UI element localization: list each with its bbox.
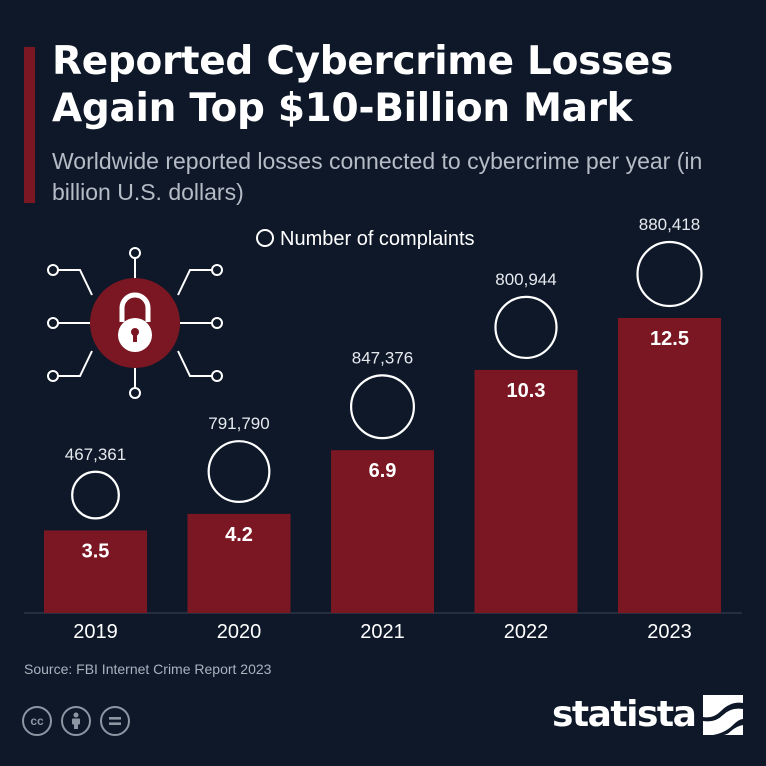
no-derivatives-icon [100, 706, 130, 736]
legend-circle-icon [256, 229, 274, 247]
complaints-label-2023: 880,418 [639, 215, 700, 234]
complaints-bubble-2023 [636, 240, 703, 308]
bar-value-label-2020: 4.2 [225, 524, 253, 546]
complaints-label-2022: 800,944 [495, 270, 556, 289]
bar-2022 [474, 369, 578, 613]
title-accent-bar [24, 47, 35, 203]
statista-wordmark: statista [552, 694, 697, 735]
x-tick-label-2021: 2021 [360, 621, 405, 643]
legend-label: Number of complaints [280, 228, 475, 250]
complaints-label-2021: 847,376 [352, 348, 413, 367]
x-tick-label-2022: 2022 [504, 621, 549, 643]
complaints-bubble-2022 [494, 295, 558, 360]
chart-subtitle: Worldwide reported losses connected to c… [52, 148, 703, 205]
license-icons: cc [22, 706, 130, 736]
x-tick-label-2023: 2023 [647, 621, 692, 643]
bar-2023 [618, 318, 721, 613]
padlock-network-icon [47, 247, 223, 399]
complaints-bubble-2020 [207, 440, 271, 503]
cc-icon: cc [22, 706, 52, 736]
source-note: Source: FBI Internet Crime Report 2023 [24, 661, 272, 677]
complaints-label-2019: 467,361 [65, 445, 126, 464]
bar-value-label-2021: 6.9 [369, 460, 397, 482]
bar-value-label-2023: 12.5 [650, 328, 689, 350]
bar-value-label-2022: 10.3 [507, 380, 546, 402]
bar-value-label-2019: 3.5 [82, 540, 110, 562]
complaints-bubble-2019 [71, 470, 120, 520]
bar-2021 [331, 450, 434, 613]
x-tick-label-2019: 2019 [73, 621, 118, 643]
statista-mark-icon [703, 694, 744, 735]
complaints-label-2020: 791,790 [208, 414, 269, 433]
bar-2020 [187, 513, 291, 613]
bar-2019 [44, 530, 147, 613]
complaints-bubble-2021 [350, 374, 415, 440]
chart-title: Reported Cybercrime Losses Again Top $10… [52, 39, 673, 131]
statista-logo[interactable]: statista [552, 694, 744, 735]
x-tick-label-2020: 2020 [217, 621, 262, 643]
attribution-icon [61, 706, 91, 736]
